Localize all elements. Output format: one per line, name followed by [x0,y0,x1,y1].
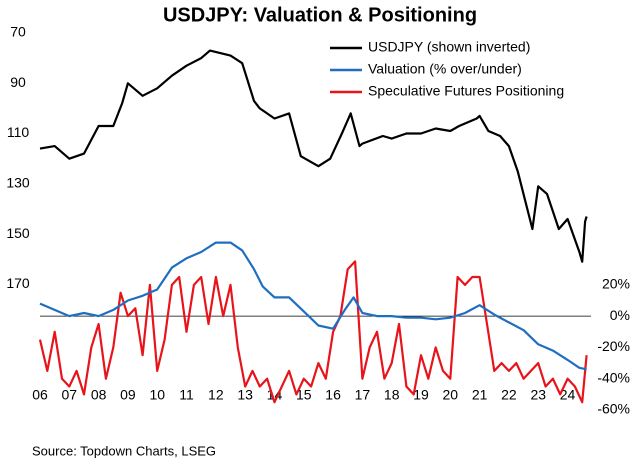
x-tick-label: 10 [149,387,165,403]
y-tick-label: 170 [6,275,30,291]
legend-label: Speculative Futures Positioning [368,83,564,99]
legend-label: Valuation (% over/under) [368,61,522,77]
x-tick-label: 23 [530,387,546,403]
x-tick-label: 21 [472,387,488,403]
x-tick-label: 17 [355,387,371,403]
y-tick-label: 90 [10,74,26,90]
legend-label: USDJPY (shown inverted) [368,39,530,55]
x-tick-label: 15 [296,387,312,403]
y-tick-label: 150 [6,225,30,241]
x-tick-label: 09 [120,387,136,403]
x-tick-label: 18 [384,387,400,403]
y2-tick-label: 20% [602,276,630,292]
x-tick-label: 24 [560,387,576,403]
x-tick-label: 13 [237,387,253,403]
x-tick-label: 11 [179,387,194,403]
y2-tick-label: -20% [597,338,630,354]
x-tick-label: 19 [413,387,429,403]
y2-tick-label: -60% [597,401,630,417]
series-line [39,49,588,263]
series-line [39,241,587,371]
x-tick-label: 12 [208,387,224,403]
source-note: Source: Topdown Charts, LSEG [32,443,216,458]
series-line [38,260,588,404]
x-tick-label: 22 [501,387,517,403]
y-tick-label: 130 [6,175,30,191]
y-tick-label: 70 [10,24,26,40]
chart-title: USDJPY: Valuation & Positioning [163,4,477,26]
x-tick-label: 07 [62,387,78,403]
x-tick-label: 20 [443,387,459,403]
y2-tick-label: -40% [597,369,630,385]
x-tick-label: 06 [32,387,48,403]
y2-tick-label: 0% [610,307,630,323]
x-tick-label: 16 [325,387,341,403]
y-tick-label: 110 [7,124,30,140]
x-tick-label: 08 [91,387,107,403]
